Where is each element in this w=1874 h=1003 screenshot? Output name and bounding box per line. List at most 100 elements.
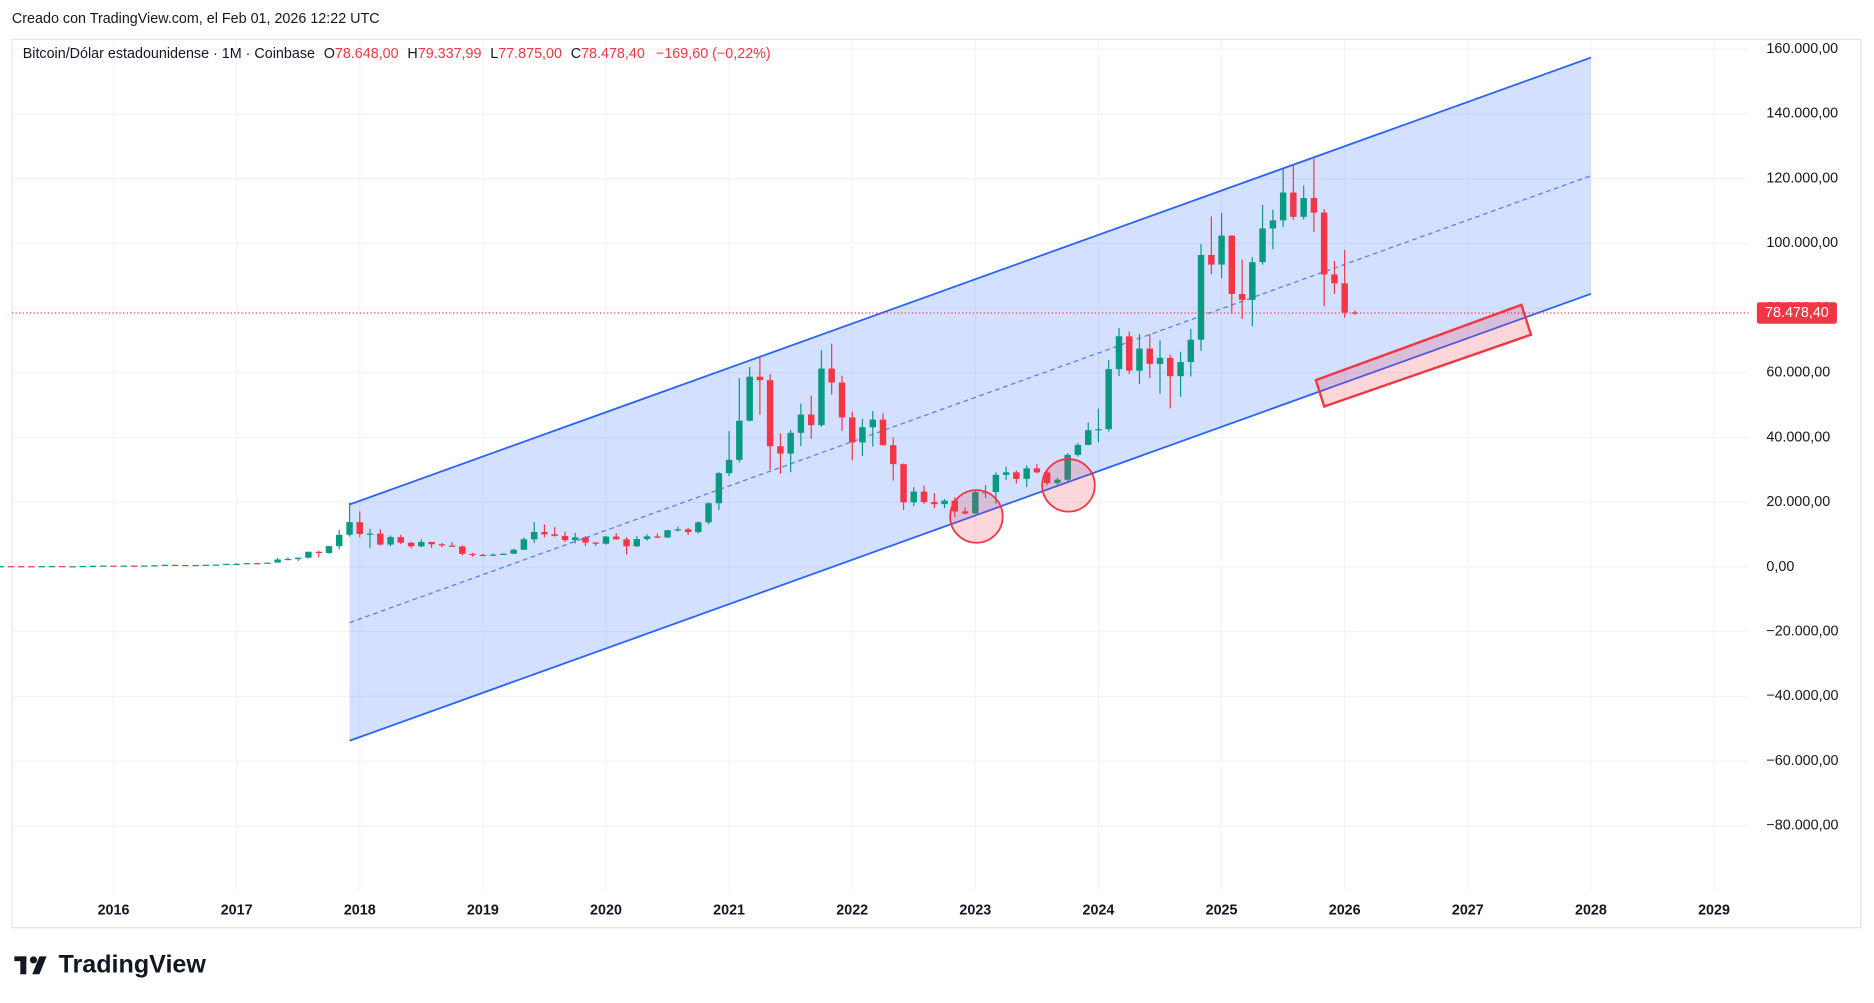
- candle-body: [828, 368, 835, 383]
- candle-body: [38, 566, 45, 568]
- candle-body: [428, 541, 435, 545]
- ohlc-value: 79.337,99: [418, 46, 482, 62]
- candle-body: [192, 565, 199, 567]
- y-tick-label: 60.000,00: [1766, 365, 1830, 381]
- candle-body: [233, 563, 240, 566]
- candle-body: [346, 522, 353, 535]
- candle-body: [705, 503, 712, 523]
- candle-body: [1002, 472, 1010, 475]
- candle-body: [305, 551, 312, 558]
- candle-body: [920, 491, 928, 503]
- candle-body: [961, 511, 969, 514]
- candle-body: [951, 500, 959, 512]
- candle-body: [1187, 339, 1195, 363]
- candle-body: [171, 564, 179, 567]
- candle-body: [151, 565, 158, 567]
- candle-body: [1331, 274, 1338, 284]
- y-tick-label: 0,00: [1766, 559, 1794, 575]
- candle-body: [223, 563, 230, 566]
- candle-body: [274, 559, 281, 563]
- logo-text: TradingView: [59, 951, 207, 979]
- candle-body: [1351, 312, 1359, 314]
- symbol: Bitcoin/Dólar estadounidense · 1M · Coin…: [23, 46, 315, 62]
- candle-body: [1146, 348, 1154, 364]
- candle-body: [1320, 212, 1328, 275]
- candle-body: [633, 539, 640, 547]
- candle-body: [777, 446, 784, 454]
- x-tick-label: 2022: [836, 903, 868, 919]
- highlight-circle: [1041, 458, 1096, 513]
- candle-body: [725, 459, 733, 474]
- candle-body: [335, 534, 343, 547]
- candle-body: [684, 529, 692, 533]
- candle-body: [28, 566, 35, 568]
- channel-lower: [349, 292, 1592, 742]
- ohlc-label: C: [571, 46, 581, 62]
- candle-body: [89, 565, 97, 567]
- candle-body: [438, 544, 446, 546]
- candle-body: [1136, 348, 1143, 371]
- candle-body: [889, 445, 897, 465]
- y-tick-label: −60.000,00: [1766, 753, 1838, 769]
- candle-body: [1095, 429, 1102, 431]
- y-tick-label: −20.000,00: [1766, 623, 1838, 639]
- candle-body: [294, 557, 302, 559]
- candle-body: [1013, 472, 1020, 479]
- candle-body: [0, 566, 4, 568]
- candle-body: [715, 473, 723, 504]
- candle-body: [418, 541, 425, 547]
- candle-body: [1043, 472, 1051, 484]
- candle-body: [695, 522, 702, 533]
- candle-body: [879, 419, 887, 446]
- caption: Creado con TradingView.com, el Feb 01, 2…: [12, 11, 380, 27]
- candle-body: [602, 536, 610, 544]
- y-tick-label: 20.000,00: [1766, 494, 1830, 510]
- candle-body: [992, 474, 1000, 493]
- candle-body: [1208, 254, 1215, 265]
- candle-body: [500, 553, 507, 555]
- candle-body: [212, 564, 220, 566]
- candle-body: [120, 565, 127, 567]
- candle-body: [746, 376, 753, 421]
- candle-body: [479, 554, 487, 557]
- candle-body: [1218, 235, 1225, 265]
- candle-body: [110, 565, 117, 567]
- chart-frame: [11, 38, 1862, 929]
- candle-body: [982, 492, 989, 494]
- candle-body: [551, 534, 558, 536]
- candle-body: [459, 546, 466, 554]
- candle-body: [1054, 479, 1061, 484]
- candle-body: [17, 566, 25, 568]
- ohlc-label: O: [324, 46, 335, 62]
- y-tick-label: 120.000,00: [1766, 170, 1838, 186]
- candle-body: [79, 565, 86, 568]
- candle-body: [612, 536, 620, 540]
- channel-upper: [349, 56, 1592, 506]
- candle-body: [510, 549, 517, 554]
- plot: [0, 56, 1749, 742]
- candle-body: [141, 565, 148, 567]
- highlight-circle: [949, 489, 1004, 544]
- candle-body: [1310, 198, 1318, 213]
- candle-body: [48, 566, 56, 568]
- x-tick-label: 2024: [1083, 903, 1115, 919]
- candle-body: [910, 491, 918, 503]
- legend-header: Bitcoin/Dólar estadounidense · 1M · Coin…: [23, 46, 771, 62]
- candle-body: [541, 531, 548, 535]
- candle-body: [848, 417, 856, 443]
- candle-body: [818, 368, 825, 426]
- candle-body: [377, 533, 384, 545]
- logo: TradingView: [14, 951, 206, 979]
- last-price-label: 78.478,40: [1765, 305, 1829, 321]
- candle-body: [1105, 369, 1112, 430]
- ohlc-value: 78.478,40: [581, 46, 645, 62]
- x-tick-label: 2028: [1575, 903, 1607, 919]
- x-tick-label: 2020: [590, 903, 622, 919]
- candle-body: [931, 502, 938, 505]
- y-tick-label: 100.000,00: [1766, 235, 1838, 251]
- candle-body: [366, 533, 374, 535]
- candle-body: [1167, 357, 1174, 377]
